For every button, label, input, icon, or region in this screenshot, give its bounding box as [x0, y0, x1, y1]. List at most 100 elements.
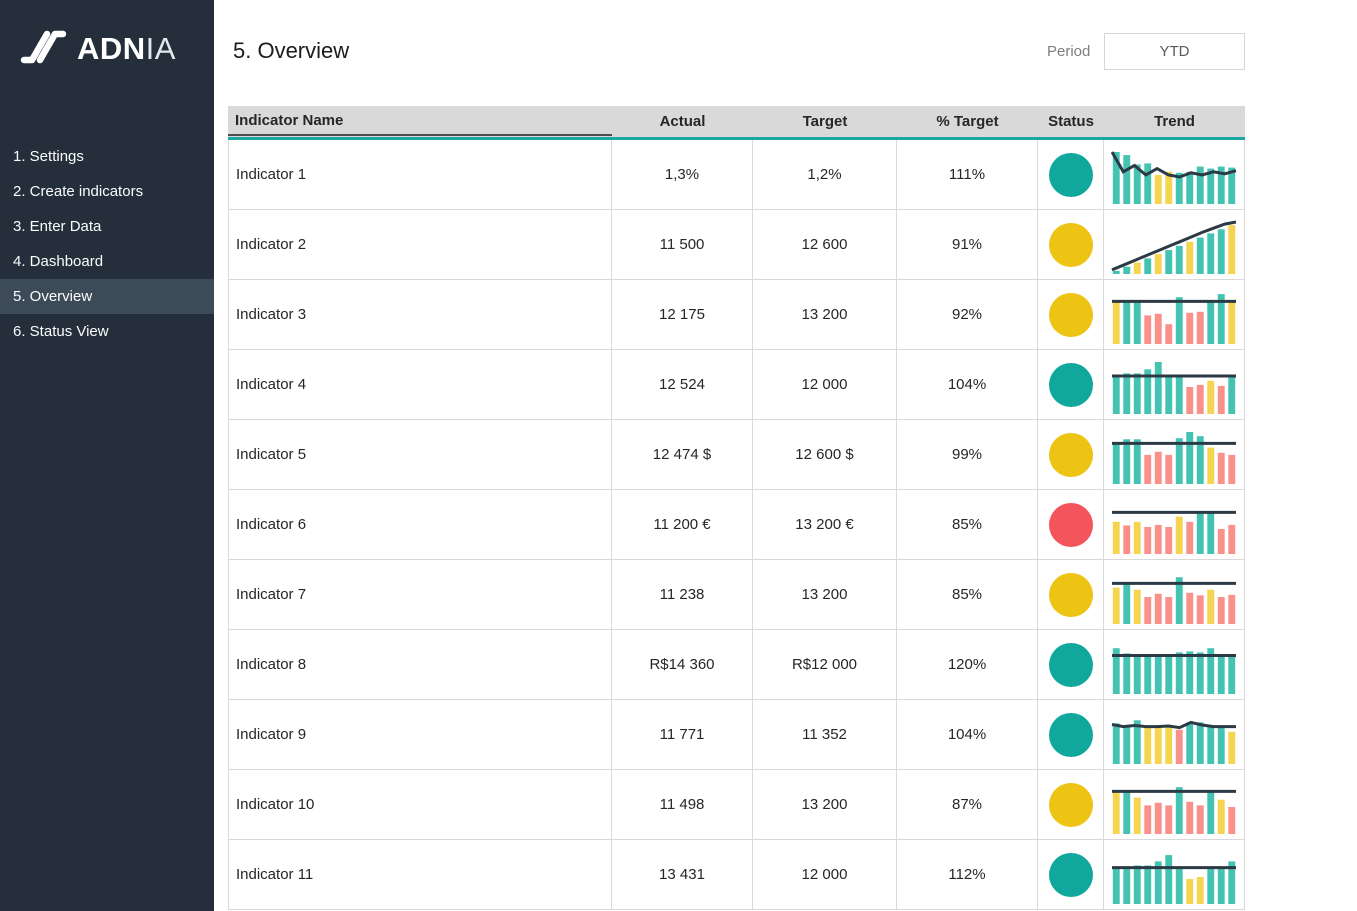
indicator-name-cell: Indicator 10 — [229, 770, 612, 839]
col-header-status: Status — [1048, 113, 1094, 130]
table-row: Indicator 3 12 175 13 200 92% — [229, 280, 1245, 350]
pct-target-cell: 120% — [897, 630, 1038, 699]
actual-cell: 11 500 — [612, 210, 753, 279]
status-cell — [1038, 840, 1104, 909]
trend-sparkline — [1112, 361, 1236, 414]
trend-cell — [1104, 420, 1245, 489]
table-row: Indicator 6 11 200 €13 200 €85% — [229, 490, 1245, 560]
trend-sparkline — [1112, 510, 1236, 554]
pct-target-cell: 99% — [897, 420, 1038, 489]
actual-cell: 12 524 — [612, 350, 753, 419]
actual-cell: 13 431 — [612, 840, 753, 909]
pct-target-cell: 111% — [897, 140, 1038, 209]
target-cell: 13 200 — [753, 770, 897, 839]
status-badge-green — [1048, 852, 1093, 897]
page-title: 5. Overview — [233, 38, 350, 63]
pct-target-cell: 104% — [897, 350, 1038, 419]
trend-cell — [1104, 560, 1245, 629]
sidebar-item-overview[interactable]: 5. Overview — [0, 279, 214, 314]
col-header-target: Target — [802, 113, 848, 130]
logo-text: ADNIA — [77, 33, 176, 64]
logo-text-bold: ADN — [77, 31, 146, 66]
status-badge-green — [1048, 642, 1093, 687]
pct-target-cell: 92% — [897, 280, 1038, 349]
trend-cell — [1104, 700, 1245, 769]
trend-cell — [1104, 630, 1245, 699]
sidebar-item-settings[interactable]: 1. Settings — [13, 148, 84, 165]
trend-sparkline — [1112, 854, 1236, 904]
actual-cell: 12 175 — [612, 280, 753, 349]
actual-cell: 11 771 — [612, 700, 753, 769]
actual-cell: R$14 360 — [612, 630, 753, 699]
period-value: YTD — [1159, 43, 1190, 60]
adnia-logo-icon — [20, 26, 67, 71]
period-select[interactable]: YTD — [1104, 33, 1245, 70]
trend-cell — [1104, 840, 1245, 909]
indicator-name-cell: Indicator 11 — [229, 840, 612, 909]
table-row: Indicator 2 11 500 12 600 91% — [229, 210, 1245, 280]
logo-text-light: IA — [145, 31, 176, 66]
trend-cell — [1104, 490, 1245, 559]
table-body: Indicator 1 1,3% 1,2% 111% Indicator 2 11 500… — [228, 140, 1245, 910]
col-header-actual: Actual — [659, 113, 706, 130]
table-header: Indicator Name Actual Target % Target St… — [228, 106, 1245, 140]
target-cell: 13 200 € — [753, 490, 897, 559]
trend-cell — [1104, 210, 1245, 279]
indicator-name-cell: Indicator 6 — [229, 490, 612, 559]
table-row: Indicator 10 11 498 13 200 87% — [229, 770, 1245, 840]
actual-cell: 12 474 $ — [612, 420, 753, 489]
trend-sparkline — [1112, 786, 1236, 834]
actual-cell: 11 498 — [612, 770, 753, 839]
table-row: Indicator 9 11 771 11 352 104% — [229, 700, 1245, 770]
col-header-trend: Trend — [1154, 113, 1195, 130]
target-cell: 12 600 — [753, 210, 897, 279]
trend-sparkline — [1111, 220, 1237, 274]
status-cell — [1038, 140, 1104, 209]
sidebar-item-status-view[interactable]: 6. Status View — [13, 323, 109, 340]
status-cell — [1038, 630, 1104, 699]
target-cell: 12 000 — [753, 840, 897, 909]
sidebar-item-dashboard[interactable]: 4. Dashboard — [13, 253, 104, 270]
col-header-indicator-name: Indicator Name — [228, 106, 612, 137]
status-badge-green — [1048, 152, 1093, 197]
col-header-pct-target: % Target — [936, 113, 999, 130]
indicator-name-cell: Indicator 2 — [229, 210, 612, 279]
status-cell — [1038, 280, 1104, 349]
trend-sparkline — [1112, 647, 1236, 694]
status-cell — [1038, 210, 1104, 279]
status-cell — [1038, 560, 1104, 629]
status-badge-yellow — [1048, 222, 1093, 267]
status-cell — [1038, 420, 1104, 489]
table-row: Indicator 11 13 431 12 000 112% — [229, 840, 1245, 910]
table-row: Indicator 8 R$14 360 R$12 000 120% — [229, 630, 1245, 700]
logo: ADNIA — [0, 0, 214, 71]
target-cell: R$12 000 — [753, 630, 897, 699]
target-cell: 13 200 — [753, 560, 897, 629]
pct-target-cell: 85% — [897, 560, 1038, 629]
table-row: Indicator 7 11 238 13 200 85% — [229, 560, 1245, 630]
trend-cell — [1104, 350, 1245, 419]
trend-cell — [1104, 140, 1245, 209]
status-badge-green — [1048, 362, 1093, 407]
status-cell — [1038, 770, 1104, 839]
pct-target-cell: 112% — [897, 840, 1038, 909]
pct-target-cell: 85% — [897, 490, 1038, 559]
actual-cell: 1,3% — [612, 140, 753, 209]
trend-sparkline — [1111, 719, 1236, 764]
sidebar-item-enter-data[interactable]: 3. Enter Data — [13, 218, 102, 235]
status-cell — [1038, 350, 1104, 419]
target-cell: 12 000 — [753, 350, 897, 419]
kpi-overview-table: Indicator Name Actual Target % Target St… — [228, 106, 1245, 910]
status-badge-yellow — [1048, 292, 1093, 337]
trend-sparkline — [1111, 150, 1237, 204]
table-row: Indicator 5 12 474 $12 600 $99% — [229, 420, 1245, 490]
sidebar-item-create-indicators[interactable]: 2. Create indicators — [13, 183, 144, 200]
target-cell: 1,2% — [753, 140, 897, 209]
trend-sparkline — [1112, 576, 1236, 624]
target-cell: 12 600 $ — [753, 420, 897, 489]
status-cell — [1038, 490, 1104, 559]
pct-target-cell: 87% — [897, 770, 1038, 839]
sidebar: ADNIA 1. Settings 2. Create indicators 3. … — [0, 0, 214, 911]
indicator-name-cell: Indicator 5 — [229, 420, 612, 489]
table-row: Indicator 4 12 524 12 000 104% — [229, 350, 1245, 420]
